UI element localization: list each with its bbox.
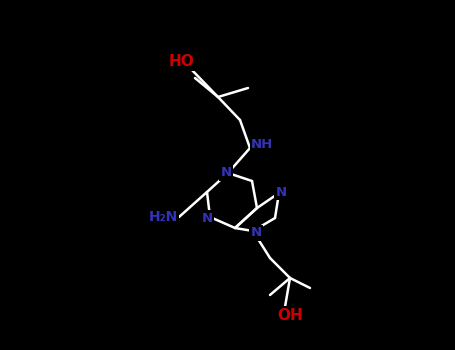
Text: OH: OH <box>277 308 303 322</box>
Text: N: N <box>250 226 262 239</box>
Text: NH: NH <box>251 139 273 152</box>
Text: HO: HO <box>169 55 195 70</box>
Text: N: N <box>220 167 232 180</box>
Text: N: N <box>275 186 287 198</box>
Text: N: N <box>202 211 212 224</box>
Text: H₂N: H₂N <box>148 210 177 224</box>
